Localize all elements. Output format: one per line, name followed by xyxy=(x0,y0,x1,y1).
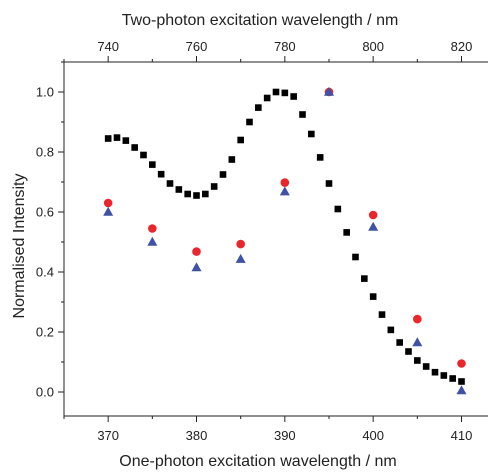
top-tick-label: 780 xyxy=(274,39,296,54)
square-point xyxy=(219,171,227,178)
y-axis-title: Normalised Intensity xyxy=(11,174,28,319)
x-tick-label: 380 xyxy=(186,428,208,443)
square-point xyxy=(316,154,324,161)
circle-point xyxy=(103,198,113,208)
x-tick-label: 400 xyxy=(362,428,384,443)
circle-point xyxy=(413,314,422,324)
square-point xyxy=(237,136,244,144)
triangle-point xyxy=(191,262,202,272)
y-tick-label: 1.0 xyxy=(36,85,54,100)
top-axis-title: Two-photon excitation wavelength / nm xyxy=(122,12,399,29)
square-point xyxy=(405,348,412,355)
circle-point xyxy=(368,210,378,220)
y-axis-ticks: 0.0 0.2 0.4 0.6 0.8 1.0 xyxy=(36,61,64,400)
circle-point xyxy=(280,178,290,187)
square-point xyxy=(202,190,209,198)
square-point xyxy=(193,192,200,199)
square-point xyxy=(308,130,315,138)
square-point xyxy=(290,93,297,100)
square-point xyxy=(440,372,448,379)
square-point xyxy=(352,253,359,261)
y-tick-label: 0.8 xyxy=(36,145,54,160)
square-point xyxy=(387,326,395,334)
square-point xyxy=(131,144,138,151)
square-point xyxy=(414,357,421,364)
x-axis-ticks: 370 380 390 400 410 xyxy=(63,416,473,443)
triangle-point xyxy=(368,221,379,231)
circle-point xyxy=(236,239,245,249)
square-point xyxy=(210,183,218,190)
square-point xyxy=(422,363,430,370)
triangle-point xyxy=(147,236,158,246)
top-tick-label: 820 xyxy=(451,39,473,54)
square-point xyxy=(334,205,342,213)
triangle-point xyxy=(412,337,423,347)
square-point xyxy=(175,186,183,193)
circle-point xyxy=(192,247,201,256)
y-tick-label: 0.0 xyxy=(36,385,54,400)
triangle-point xyxy=(324,86,334,96)
square-point xyxy=(255,104,262,111)
top-axis-ticks: 740 760 780 800 820 xyxy=(63,39,473,62)
plot-frame xyxy=(63,61,488,417)
triangle-point xyxy=(235,253,246,263)
circle-point xyxy=(457,359,466,368)
square-point xyxy=(184,190,191,198)
triangle-point xyxy=(103,206,114,216)
top-tick-label: 760 xyxy=(186,39,208,54)
y-tick-label: 0.2 xyxy=(36,325,54,340)
top-tick-label: 800 xyxy=(362,39,384,54)
square-point xyxy=(113,134,121,141)
square-point xyxy=(325,180,333,187)
square-point xyxy=(157,170,165,178)
y-tick-label: 0.4 xyxy=(36,265,54,280)
square-point xyxy=(378,311,386,318)
data-marks xyxy=(103,86,467,395)
square-point xyxy=(149,161,156,168)
circle-point xyxy=(148,224,157,233)
x-axis-title: One-photon excitation wavelength / nm xyxy=(119,453,397,470)
square-point xyxy=(272,88,280,96)
top-tick-label: 740 xyxy=(97,39,119,54)
triangle-point xyxy=(456,385,467,395)
square-point xyxy=(431,368,439,376)
triangle-point xyxy=(279,186,290,196)
x-tick-label: 370 xyxy=(97,428,119,443)
square-point xyxy=(166,180,174,187)
square-point xyxy=(369,293,377,300)
x-tick-label: 410 xyxy=(451,428,473,443)
square-point xyxy=(263,94,271,102)
square-point xyxy=(396,339,403,346)
square-point xyxy=(228,156,236,163)
square-point xyxy=(281,89,289,97)
square-point xyxy=(140,151,147,159)
square-point xyxy=(343,229,350,236)
square-point xyxy=(458,378,465,385)
square-point xyxy=(104,135,112,142)
square-point xyxy=(299,111,306,118)
square-point xyxy=(361,275,368,282)
x-tick-label: 390 xyxy=(274,428,296,443)
square-point xyxy=(122,137,130,144)
y-tick-label: 0.6 xyxy=(36,205,54,220)
square-point xyxy=(449,375,456,382)
square-point xyxy=(246,118,253,126)
